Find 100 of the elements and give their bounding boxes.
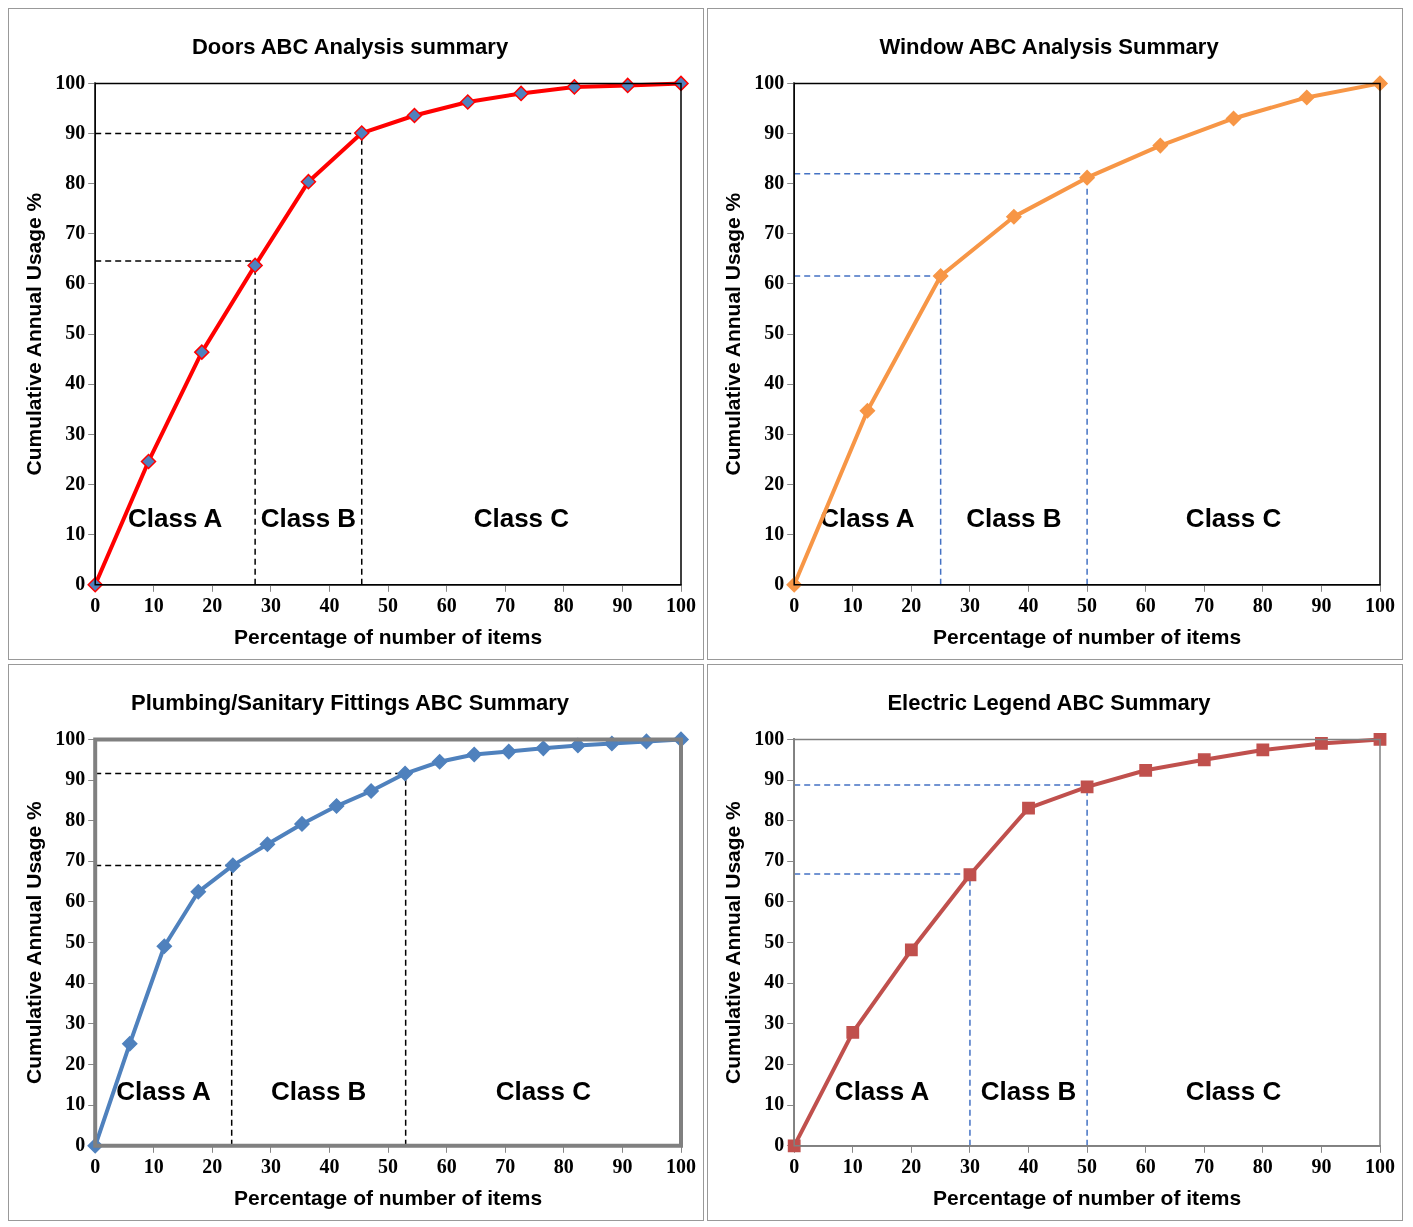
y-tick-label: 70: [65, 220, 86, 243]
x-tick-label: 20: [901, 593, 922, 616]
y-tick-label: 60: [65, 271, 86, 294]
y-tick-label: 20: [65, 471, 86, 494]
x-axis-title: Percentage of number of items: [933, 1186, 1242, 1210]
y-tick-label: 90: [764, 120, 785, 143]
y-tick-label: 10: [764, 521, 785, 544]
annotation: Class B: [270, 1076, 367, 1107]
y-tick-label: 70: [764, 848, 785, 871]
x-axis-title: Percentage of number of items: [933, 625, 1242, 649]
x-axis-title: Percentage of number of items: [234, 625, 543, 649]
x-tick-label: 40: [319, 1154, 340, 1177]
y-tick-label: 100: [754, 726, 785, 749]
x-tick-label: 100: [1365, 593, 1395, 616]
y-tick-label: 70: [764, 220, 785, 243]
annotation: Class B: [980, 1076, 1077, 1107]
x-tick-label: 80: [553, 593, 574, 616]
x-tick-label: 10: [842, 593, 863, 616]
x-tick-label: 0: [90, 593, 101, 616]
x-tick-label: 100: [1365, 1154, 1395, 1177]
x-axis-title: Percentage of number of items: [234, 1186, 543, 1210]
x-tick-label: 30: [959, 1154, 980, 1177]
x-tick-label: 10: [143, 593, 164, 616]
annotation: Class C: [495, 1076, 592, 1107]
x-tick-label: 30: [260, 1154, 281, 1177]
annotation: Class B: [260, 502, 357, 533]
y-tick-label: 30: [65, 421, 86, 444]
y-tick-label: 30: [764, 1011, 785, 1034]
y-tick-label: 30: [764, 421, 785, 444]
y-tick-label: 10: [65, 1092, 86, 1115]
x-tick-label: 60: [436, 593, 457, 616]
chart-title: Electric Legend ABC Summary: [887, 690, 1212, 716]
y-tick-label: 50: [65, 929, 86, 952]
x-tick-label: 20: [202, 593, 223, 616]
x-tick-label: 90: [612, 1154, 633, 1177]
y-tick-label: 100: [55, 70, 86, 93]
y-tick-label: 50: [65, 321, 86, 344]
y-tick-label: 60: [65, 889, 86, 912]
y-tick-label: 80: [65, 170, 86, 193]
x-tick-label: 20: [202, 1154, 223, 1177]
y-tick-label: 40: [65, 970, 86, 993]
x-tick-label: 80: [553, 1154, 574, 1177]
chart-title: Plumbing/Sanitary Fittings ABC Summary: [130, 690, 570, 716]
annotation: Class C: [1185, 502, 1282, 533]
x-tick-label: 80: [1252, 593, 1273, 616]
x-tick-label: 60: [1135, 1154, 1156, 1177]
x-tick-label: 50: [378, 1154, 399, 1177]
x-tick-label: 0: [90, 1154, 101, 1177]
y-tick-label: 80: [764, 807, 785, 830]
x-tick-label: 80: [1252, 1154, 1273, 1177]
x-tick-label: 40: [1018, 1154, 1039, 1177]
y-tick-label: 90: [65, 767, 86, 790]
y-tick-label: 20: [65, 1051, 86, 1074]
x-tick-label: 0: [789, 593, 800, 616]
x-tick-label: 50: [1077, 1154, 1098, 1177]
y-tick-label: 10: [764, 1092, 785, 1115]
x-tick-label: 60: [436, 1154, 457, 1177]
annotation: Class C: [473, 502, 570, 533]
y-tick-label: 100: [55, 726, 86, 749]
annotation: Class A: [116, 1076, 211, 1107]
y-tick-label: 90: [764, 767, 785, 790]
y-tick-label: 20: [764, 471, 785, 494]
x-tick-label: 10: [842, 1154, 863, 1177]
y-tick-label: 30: [65, 1011, 86, 1034]
annotation: Class A: [127, 502, 223, 533]
x-tick-label: 50: [1077, 593, 1098, 616]
y-tick-label: 40: [764, 970, 785, 993]
y-tick-label: 70: [65, 848, 86, 871]
y-tick-label: 50: [764, 929, 785, 952]
y-axis-title: Cumulative Annual Usage %: [22, 192, 46, 476]
y-tick-label: 0: [75, 1132, 86, 1155]
chart-title: Window ABC Analysis Summary: [879, 34, 1220, 60]
annotation: Class C: [1185, 1076, 1282, 1107]
x-tick-label: 90: [1311, 1154, 1332, 1177]
y-tick-label: 90: [65, 120, 86, 143]
y-tick-label: 40: [65, 371, 86, 394]
x-tick-label: 60: [1135, 593, 1156, 616]
y-tick-label: 10: [65, 521, 86, 544]
y-tick-label: 60: [764, 889, 785, 912]
y-tick-label: 80: [764, 170, 785, 193]
x-tick-label: 100: [666, 593, 696, 616]
x-tick-label: 100: [666, 1154, 696, 1177]
x-tick-label: 50: [378, 593, 399, 616]
annotation: Class B: [966, 502, 1062, 533]
x-tick-label: 40: [319, 593, 340, 616]
x-tick-label: 70: [1194, 593, 1215, 616]
chart-title: Doors ABC Analysis summary: [191, 34, 509, 60]
y-axis-title: Cumulative Annual Usage %: [721, 192, 745, 476]
y-axis-title: Cumulative Annual Usage %: [22, 800, 46, 1084]
y-tick-label: 100: [754, 70, 785, 93]
x-tick-label: 0: [789, 1154, 800, 1177]
x-tick-label: 30: [959, 593, 980, 616]
x-tick-label: 70: [495, 1154, 516, 1177]
y-tick-label: 40: [764, 371, 785, 394]
y-axis-title: Cumulative Annual Usage %: [721, 800, 745, 1084]
y-tick-label: 50: [764, 321, 785, 344]
x-tick-label: 90: [1311, 593, 1332, 616]
x-tick-label: 40: [1018, 593, 1039, 616]
x-tick-label: 20: [901, 1154, 922, 1177]
x-tick-label: 30: [260, 593, 281, 616]
